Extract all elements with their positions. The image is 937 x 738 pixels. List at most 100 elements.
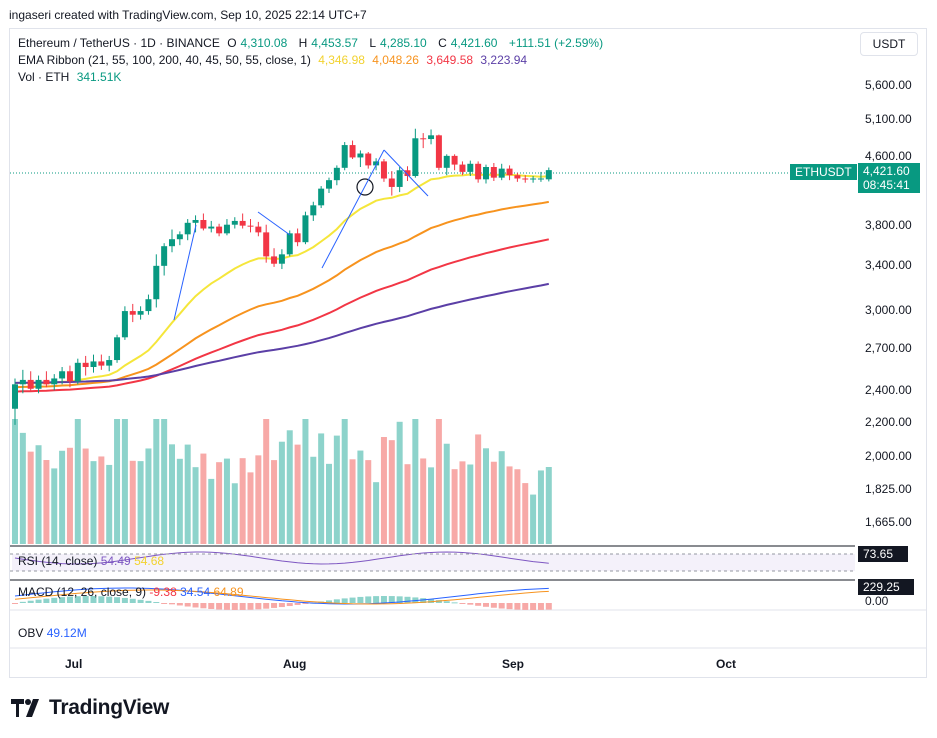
candle	[514, 172, 521, 182]
low-label: L	[369, 36, 377, 50]
ema-line-1	[14, 173, 549, 385]
volume-bar	[490, 461, 497, 544]
macd-bar	[341, 598, 348, 603]
volume-bar	[483, 448, 489, 544]
volume-bar	[318, 433, 325, 544]
macd-bar	[98, 596, 105, 603]
macd-bar	[271, 603, 278, 608]
price-axis-tick: 3,000.00	[865, 302, 912, 317]
volume-bar	[255, 455, 262, 544]
open-value: 4,310.08	[240, 36, 288, 50]
candle	[302, 211, 309, 245]
price-axis-tick: 3,800.00	[865, 217, 912, 232]
macd-bar	[514, 603, 521, 610]
candle	[161, 243, 168, 276]
macd-bar	[121, 597, 128, 603]
macd-bar	[333, 599, 340, 603]
rsi-axis-tag: 73.65	[858, 546, 908, 562]
candle	[522, 175, 529, 183]
macd-bar	[475, 603, 482, 606]
macd-bar	[12, 603, 18, 604]
macd-bar	[506, 603, 513, 610]
macd-bar	[19, 601, 26, 603]
macd-bar	[530, 603, 537, 610]
last-price-symbol-tag: ETHUSDT	[790, 164, 857, 180]
volume-bar	[451, 469, 458, 544]
macd-bar	[255, 603, 262, 610]
price-axis-tick: 5,600.00	[865, 78, 912, 92]
candle	[483, 164, 489, 184]
volume-bar	[200, 453, 207, 544]
candle	[121, 306, 128, 340]
volume-bar	[137, 461, 144, 544]
candle	[19, 369, 26, 394]
ema-line-2	[14, 200, 549, 389]
macd-bar	[153, 602, 160, 604]
legend-ema-line[interactable]: EMA Ribbon (21, 55, 100, 200, 40, 45, 50…	[18, 53, 531, 67]
obv-legend[interactable]: OBV 49.12M	[18, 626, 87, 640]
macd-bar	[176, 603, 183, 606]
volume-bar	[208, 478, 215, 544]
macd-bar	[451, 602, 458, 604]
time-axis-aug: Aug	[283, 657, 307, 671]
macd-bar	[161, 603, 168, 604]
macd-legend[interactable]: MACD (12, 26, close, 9) -9.38 34.54 64.8…	[18, 585, 244, 599]
volume-bar	[19, 432, 26, 544]
legend-volume-line[interactable]: Vol · ETH 341.51K	[18, 70, 125, 84]
volume-bar	[145, 448, 152, 544]
candle	[192, 215, 199, 233]
rsi-value: 54.49	[100, 554, 131, 568]
volume-bar	[169, 444, 175, 544]
rsi-legend[interactable]: RSI (14, close) 54.49 54.68	[18, 554, 164, 568]
macd-bar	[192, 603, 199, 608]
volume-bar	[90, 461, 97, 544]
tradingview-logo[interactable]: TradingView	[11, 696, 169, 720]
tradingview-logo-icon	[11, 699, 39, 717]
candle	[396, 167, 403, 193]
macd-bar	[169, 603, 175, 605]
macd-bar	[90, 596, 97, 603]
candle	[357, 150, 364, 168]
trend-line[interactable]	[257, 211, 291, 236]
macd-bar	[231, 603, 238, 610]
trend-line[interactable]	[173, 224, 197, 321]
volume-bar	[216, 462, 223, 544]
candle	[216, 223, 223, 237]
ema-line-4	[14, 282, 549, 384]
macd-bar	[373, 596, 380, 603]
countdown-tag: 08:45:41	[858, 177, 920, 193]
volume-bar	[380, 437, 387, 544]
volume-bar	[514, 469, 521, 544]
candle	[145, 294, 152, 315]
legend-symbol-line[interactable]: Ethereum / TetherUS · 1D · BINANCE O 4,31…	[18, 36, 607, 50]
price-axis-tick: 2,000.00	[865, 448, 912, 463]
volume-bar	[121, 419, 128, 544]
candle	[404, 166, 411, 182]
candle	[12, 378, 18, 425]
volume-bar	[545, 467, 552, 544]
volume-bar	[286, 430, 293, 544]
macd-bar	[380, 596, 387, 603]
currency-button[interactable]: USDT	[860, 32, 918, 56]
vol-value: 341.51K	[76, 70, 122, 84]
macd-bar	[302, 603, 309, 604]
price-axis-tick: 1,825.00	[865, 481, 912, 496]
volume-bar	[333, 435, 340, 544]
macd-bar	[435, 600, 442, 603]
candle	[271, 248, 278, 267]
volume-bar	[365, 460, 372, 544]
candle	[51, 374, 58, 391]
macd-bar	[137, 599, 144, 603]
trend-line[interactable]	[321, 149, 385, 269]
macd-bar	[388, 596, 395, 603]
obv-value: 49.12M	[46, 626, 87, 640]
candle	[27, 371, 34, 392]
ema55-value: 4,048.26	[372, 53, 419, 67]
trend-line[interactable]	[383, 149, 429, 197]
ema-label: EMA Ribbon (21, 55, 100, 200, 40, 45, 50…	[18, 53, 311, 67]
macd-bar	[27, 600, 34, 603]
volume-bar	[239, 458, 246, 544]
macd-bar	[498, 603, 505, 609]
candle	[114, 334, 121, 363]
